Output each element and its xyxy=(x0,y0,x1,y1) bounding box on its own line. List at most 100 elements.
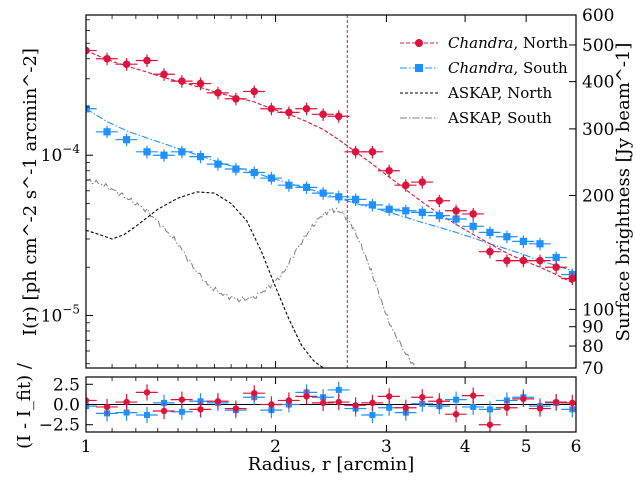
north-point-0 xyxy=(86,46,90,55)
north-point-14 xyxy=(334,112,343,121)
south-point-18 xyxy=(402,207,410,215)
north-point-17 xyxy=(385,166,393,175)
north-point-1 xyxy=(103,54,111,63)
south-point-16 xyxy=(368,201,377,209)
south-point-4 xyxy=(160,151,168,159)
south-point-23 xyxy=(486,228,494,236)
south-point-17 xyxy=(385,205,393,213)
right-tick-label-600: 600 xyxy=(582,6,614,26)
y-tick-base: 10 xyxy=(41,306,63,326)
north-resid-point-5 xyxy=(178,396,186,403)
south-point-26 xyxy=(536,240,544,248)
legend-label-rest: , South xyxy=(513,59,568,77)
y-axis-label-residual: (I - I_fit) / xyxy=(14,362,35,449)
north-point-13 xyxy=(319,110,327,119)
south-resid-point-2 xyxy=(123,409,130,416)
north-resid-point-19 xyxy=(419,394,426,401)
right-tick-label-70: 70 xyxy=(582,359,604,379)
north-resid-point-2 xyxy=(123,398,130,406)
north-resid-point-8 xyxy=(232,405,240,412)
north-resid-point-6 xyxy=(197,406,204,413)
north-point-27 xyxy=(552,263,560,272)
south-resid-point-0 xyxy=(86,403,89,410)
north-resid-point-13 xyxy=(319,399,327,407)
x-tick-label-3: 3 xyxy=(381,437,392,457)
resid-tick-label-0: 2.5 xyxy=(53,375,80,395)
right-tick-label-400: 400 xyxy=(582,73,614,93)
north-point-16 xyxy=(368,148,377,156)
main-plot-area xyxy=(86,44,576,368)
legend-label-italic: Chandra xyxy=(448,59,513,77)
x-axis-label: Radius, r [arcmin] xyxy=(248,454,414,475)
south-fit-line xyxy=(86,108,573,272)
south-point-27 xyxy=(552,253,560,262)
north-resid-point-27 xyxy=(552,398,560,406)
north-point-3 xyxy=(143,56,151,65)
north-resid-point-9 xyxy=(251,389,258,397)
north-resid-point-1 xyxy=(103,403,111,411)
north-point-11 xyxy=(285,108,293,117)
legend-label-askap_north: ASKAP, North xyxy=(447,84,552,102)
south-point-11 xyxy=(285,181,293,189)
resid-tick-label-1: 0.0 xyxy=(53,396,80,416)
askap-north-line xyxy=(86,191,325,368)
south-point-3 xyxy=(143,148,151,156)
x-tick-label-4: 4 xyxy=(460,437,471,457)
legend-label-askap_south: ASKAP, South xyxy=(447,109,552,127)
north-resid-point-12 xyxy=(303,393,310,400)
legend-marker-south xyxy=(415,64,423,72)
north-resid-point-3 xyxy=(143,389,151,396)
resid-tick-label-2: −2.5 xyxy=(39,416,80,436)
south-point-7 xyxy=(214,160,222,168)
x-tick-label-6: 6 xyxy=(571,437,582,457)
x-tick-label-2: 2 xyxy=(270,437,281,457)
south-point-20 xyxy=(435,211,443,220)
north-resid-point-17 xyxy=(385,393,393,400)
north-fit-line xyxy=(86,49,573,284)
north-point-15 xyxy=(351,148,360,156)
y-tick-label-0: 10−4 xyxy=(41,142,81,166)
legend-marker-north xyxy=(415,39,423,47)
north-point-20 xyxy=(435,196,444,205)
south-point-25 xyxy=(519,237,527,245)
north-resid-point-28 xyxy=(569,399,576,407)
south-resid-point-16 xyxy=(369,412,376,419)
right-tick-label-200: 200 xyxy=(582,187,614,207)
residual-axes: 1 2 3 4 5 6 2.50.0−2.5 xyxy=(39,375,582,457)
legend: Chandra, North Chandra, South ASKAP, North… xyxy=(400,34,568,127)
south-point-15 xyxy=(351,195,360,204)
north-resid-point-21 xyxy=(452,411,460,418)
y-tick-exponent: −4 xyxy=(62,142,80,156)
south-resid-point-5 xyxy=(178,408,185,415)
north-resid-point-26 xyxy=(536,405,544,412)
right-tick-label-300: 300 xyxy=(582,120,614,140)
right-tick-label-500: 500 xyxy=(582,36,614,56)
south-point-1 xyxy=(103,128,111,136)
south-resid-point-22 xyxy=(470,403,477,410)
north-point-8 xyxy=(232,94,240,103)
south-resid-point-3 xyxy=(144,412,151,419)
north-point-24 xyxy=(503,256,511,265)
y-tick-base: 10 xyxy=(41,146,63,166)
north-point-26 xyxy=(536,256,544,265)
north-resid-point-24 xyxy=(503,404,511,411)
north-resid-point-16 xyxy=(369,399,376,407)
south-point-13 xyxy=(319,189,327,197)
south-point-6 xyxy=(196,153,205,161)
x-tick-label-1: 1 xyxy=(81,437,92,457)
south-point-22 xyxy=(469,222,477,230)
north-point-2 xyxy=(122,60,131,68)
north-resid-point-25 xyxy=(520,395,527,403)
north-resid-point-10 xyxy=(268,401,275,408)
x-axis-label-text: Radius, r [arcmin] xyxy=(248,454,414,475)
north-point-28 xyxy=(568,274,576,283)
south-resid-point-21 xyxy=(453,396,460,403)
north-point-6 xyxy=(196,79,205,88)
south-point-21 xyxy=(452,215,460,223)
south-point-24 xyxy=(503,233,511,241)
right-tick-label-80: 80 xyxy=(582,337,604,357)
legend-label-north: Chandra, North xyxy=(448,34,568,52)
north-resid-point-18 xyxy=(402,404,409,411)
north-point-4 xyxy=(160,70,168,79)
